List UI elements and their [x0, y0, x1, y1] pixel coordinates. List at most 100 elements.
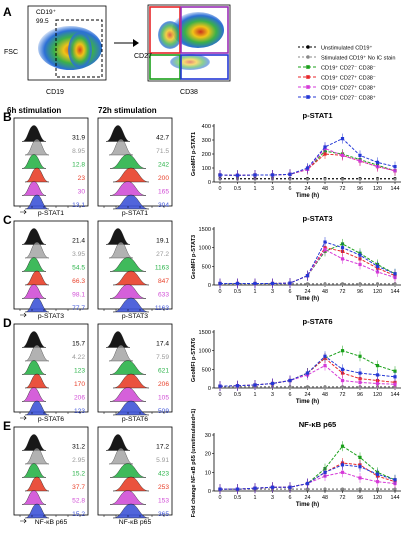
- histogram-value: 98.1: [72, 292, 85, 299]
- histogram-value: 4.22: [72, 354, 85, 361]
- legend-item: CD19⁺ CD27⁺ CD38⁻: [298, 74, 376, 81]
- histogram-peak: [24, 447, 50, 465]
- gate-arrow: [114, 39, 139, 47]
- histogram-peak: [112, 270, 150, 286]
- data-point: [340, 137, 345, 141]
- data-point: [393, 375, 397, 379]
- histogram-value: 31.9: [72, 135, 85, 142]
- histogram-value: 27.2: [156, 251, 169, 258]
- header-6h: 6h stimulation: [7, 106, 61, 115]
- histogram-value: 66.3: [72, 278, 85, 285]
- fsc-label: FSC: [4, 49, 18, 56]
- histogram-peak: [24, 503, 50, 519]
- histogram-frame: [13, 220, 89, 310]
- data-point: [358, 487, 362, 491]
- histogram-value: 17.2: [156, 444, 169, 451]
- histogram-axis-label: p-STAT1: [38, 210, 64, 217]
- data-point: [358, 153, 362, 157]
- data-point: [270, 381, 275, 386]
- histogram-value: 37.7: [72, 484, 85, 491]
- data-point: [393, 478, 397, 482]
- histogram-value: 170: [74, 381, 85, 388]
- histogram-axis-label: p-STAT6: [38, 416, 64, 423]
- legend: Unstimulated CD19⁺ Stimulated CD19⁺ No IC…: [298, 44, 395, 101]
- data-point: [218, 173, 222, 177]
- y-axis-label: GeoMFI p-STAT3: [191, 235, 197, 279]
- x-tick-label: 48: [322, 186, 328, 192]
- data-point: [306, 385, 309, 389]
- cd38-label: CD38: [180, 89, 198, 96]
- line-chart: p-STAT6 0 500 1000 1500 0 0.5 1 3 6 24 48 72 96 120 144…: [191, 317, 401, 405]
- x-tick-label: 24: [305, 186, 311, 192]
- histogram-value: 31.2: [72, 444, 85, 451]
- histogram-peak: [24, 297, 50, 313]
- histogram-value: 52.8: [72, 498, 85, 505]
- histogram-value: 77.7: [72, 305, 85, 312]
- panel-letter: D: [3, 316, 12, 330]
- y-tick-label: 30: [205, 433, 211, 439]
- histogram-peak: [108, 344, 134, 362]
- legend-item: CD19⁺ CD27⁺ CD38⁺: [298, 84, 376, 91]
- histogram-72h: 17.2 5.91 423 253 153 365 NF-κB p65: [97, 426, 173, 526]
- data-point: [375, 264, 380, 268]
- data-point: [358, 354, 362, 358]
- series-line: [219, 355, 396, 387]
- data-point: [323, 145, 327, 149]
- histogram-value: 242: [158, 162, 169, 169]
- line-chart: p-STAT1 0 100 200 300 400 0 0.5 1 3 6 24 48 72 96 120 14…: [191, 111, 401, 199]
- data-point: [270, 281, 275, 286]
- x-axis-label: Time (h): [296, 502, 319, 508]
- data-point: [305, 481, 310, 486]
- data-point: [393, 177, 397, 181]
- panel-e: E 31.2 2.95 15.2 37.7 52.8 15.2 NF-κB p65 17.2 5.…: [3, 409, 401, 526]
- data-point: [358, 262, 362, 267]
- histogram-value: 13.1: [72, 202, 85, 209]
- panel-c: C 21.4 3.95 54.5 66.3 98.1 77.7 p-STAT3 19.1 27.2…: [3, 213, 401, 320]
- histogram-peak: [109, 284, 147, 299]
- data-point: [288, 281, 292, 285]
- data-point: [235, 487, 240, 491]
- data-point: [306, 177, 309, 181]
- y-tick-label: 500: [202, 264, 211, 270]
- data-point: [376, 282, 379, 286]
- histogram-peak: [21, 331, 47, 348]
- x-tick-label: 0: [219, 495, 222, 501]
- data-point: [323, 282, 327, 286]
- x-tick-label: 6: [289, 392, 292, 398]
- histogram-peak: [109, 490, 147, 505]
- x-tick-label: 6: [289, 495, 292, 501]
- histogram-value: 1163: [155, 265, 170, 272]
- data-point: [340, 246, 345, 250]
- histogram-axis-label: p-STAT6: [122, 416, 148, 423]
- histogram-6h: 31.2 2.95 15.2 37.7 52.8 15.2 NF-κB p65: [13, 426, 89, 526]
- histogram-value: 54.5: [72, 265, 85, 272]
- y-tick-label: 1000: [199, 349, 211, 355]
- data-point: [393, 487, 397, 491]
- x-tick-label: 0.5: [234, 186, 242, 192]
- histogram-value: 3.95: [72, 251, 85, 258]
- histogram-value: 21.4: [72, 238, 85, 245]
- y-tick-label: 0: [208, 180, 211, 186]
- histogram-peak: [108, 138, 134, 156]
- histogram-value: 423: [158, 471, 169, 478]
- histogram-peak: [21, 284, 47, 299]
- histogram-frame: [13, 426, 89, 516]
- gate-value: 99.5: [36, 18, 49, 25]
- legend-item: Stimulated CD19⁺ No IC stain: [298, 54, 395, 61]
- data-point: [375, 381, 380, 386]
- x-tick-label: 120: [373, 289, 382, 295]
- histogram-axis-label: NF-κB p65: [35, 519, 68, 526]
- x-tick-label: 3: [271, 495, 274, 501]
- data-point: [235, 173, 240, 177]
- data-point: [393, 382, 397, 386]
- cd19-label: CD19: [46, 89, 64, 96]
- histogram-peak: [112, 373, 150, 389]
- histogram-peak: [21, 463, 47, 478]
- histogram-value: 15.2: [72, 511, 85, 518]
- histogram-peak: [112, 167, 150, 183]
- histogram-peak: [21, 490, 47, 505]
- y-axis-label: GeoMFI p-STAT1: [191, 132, 197, 176]
- data-point: [218, 384, 222, 388]
- data-point: [358, 380, 362, 384]
- data-point: [340, 470, 345, 474]
